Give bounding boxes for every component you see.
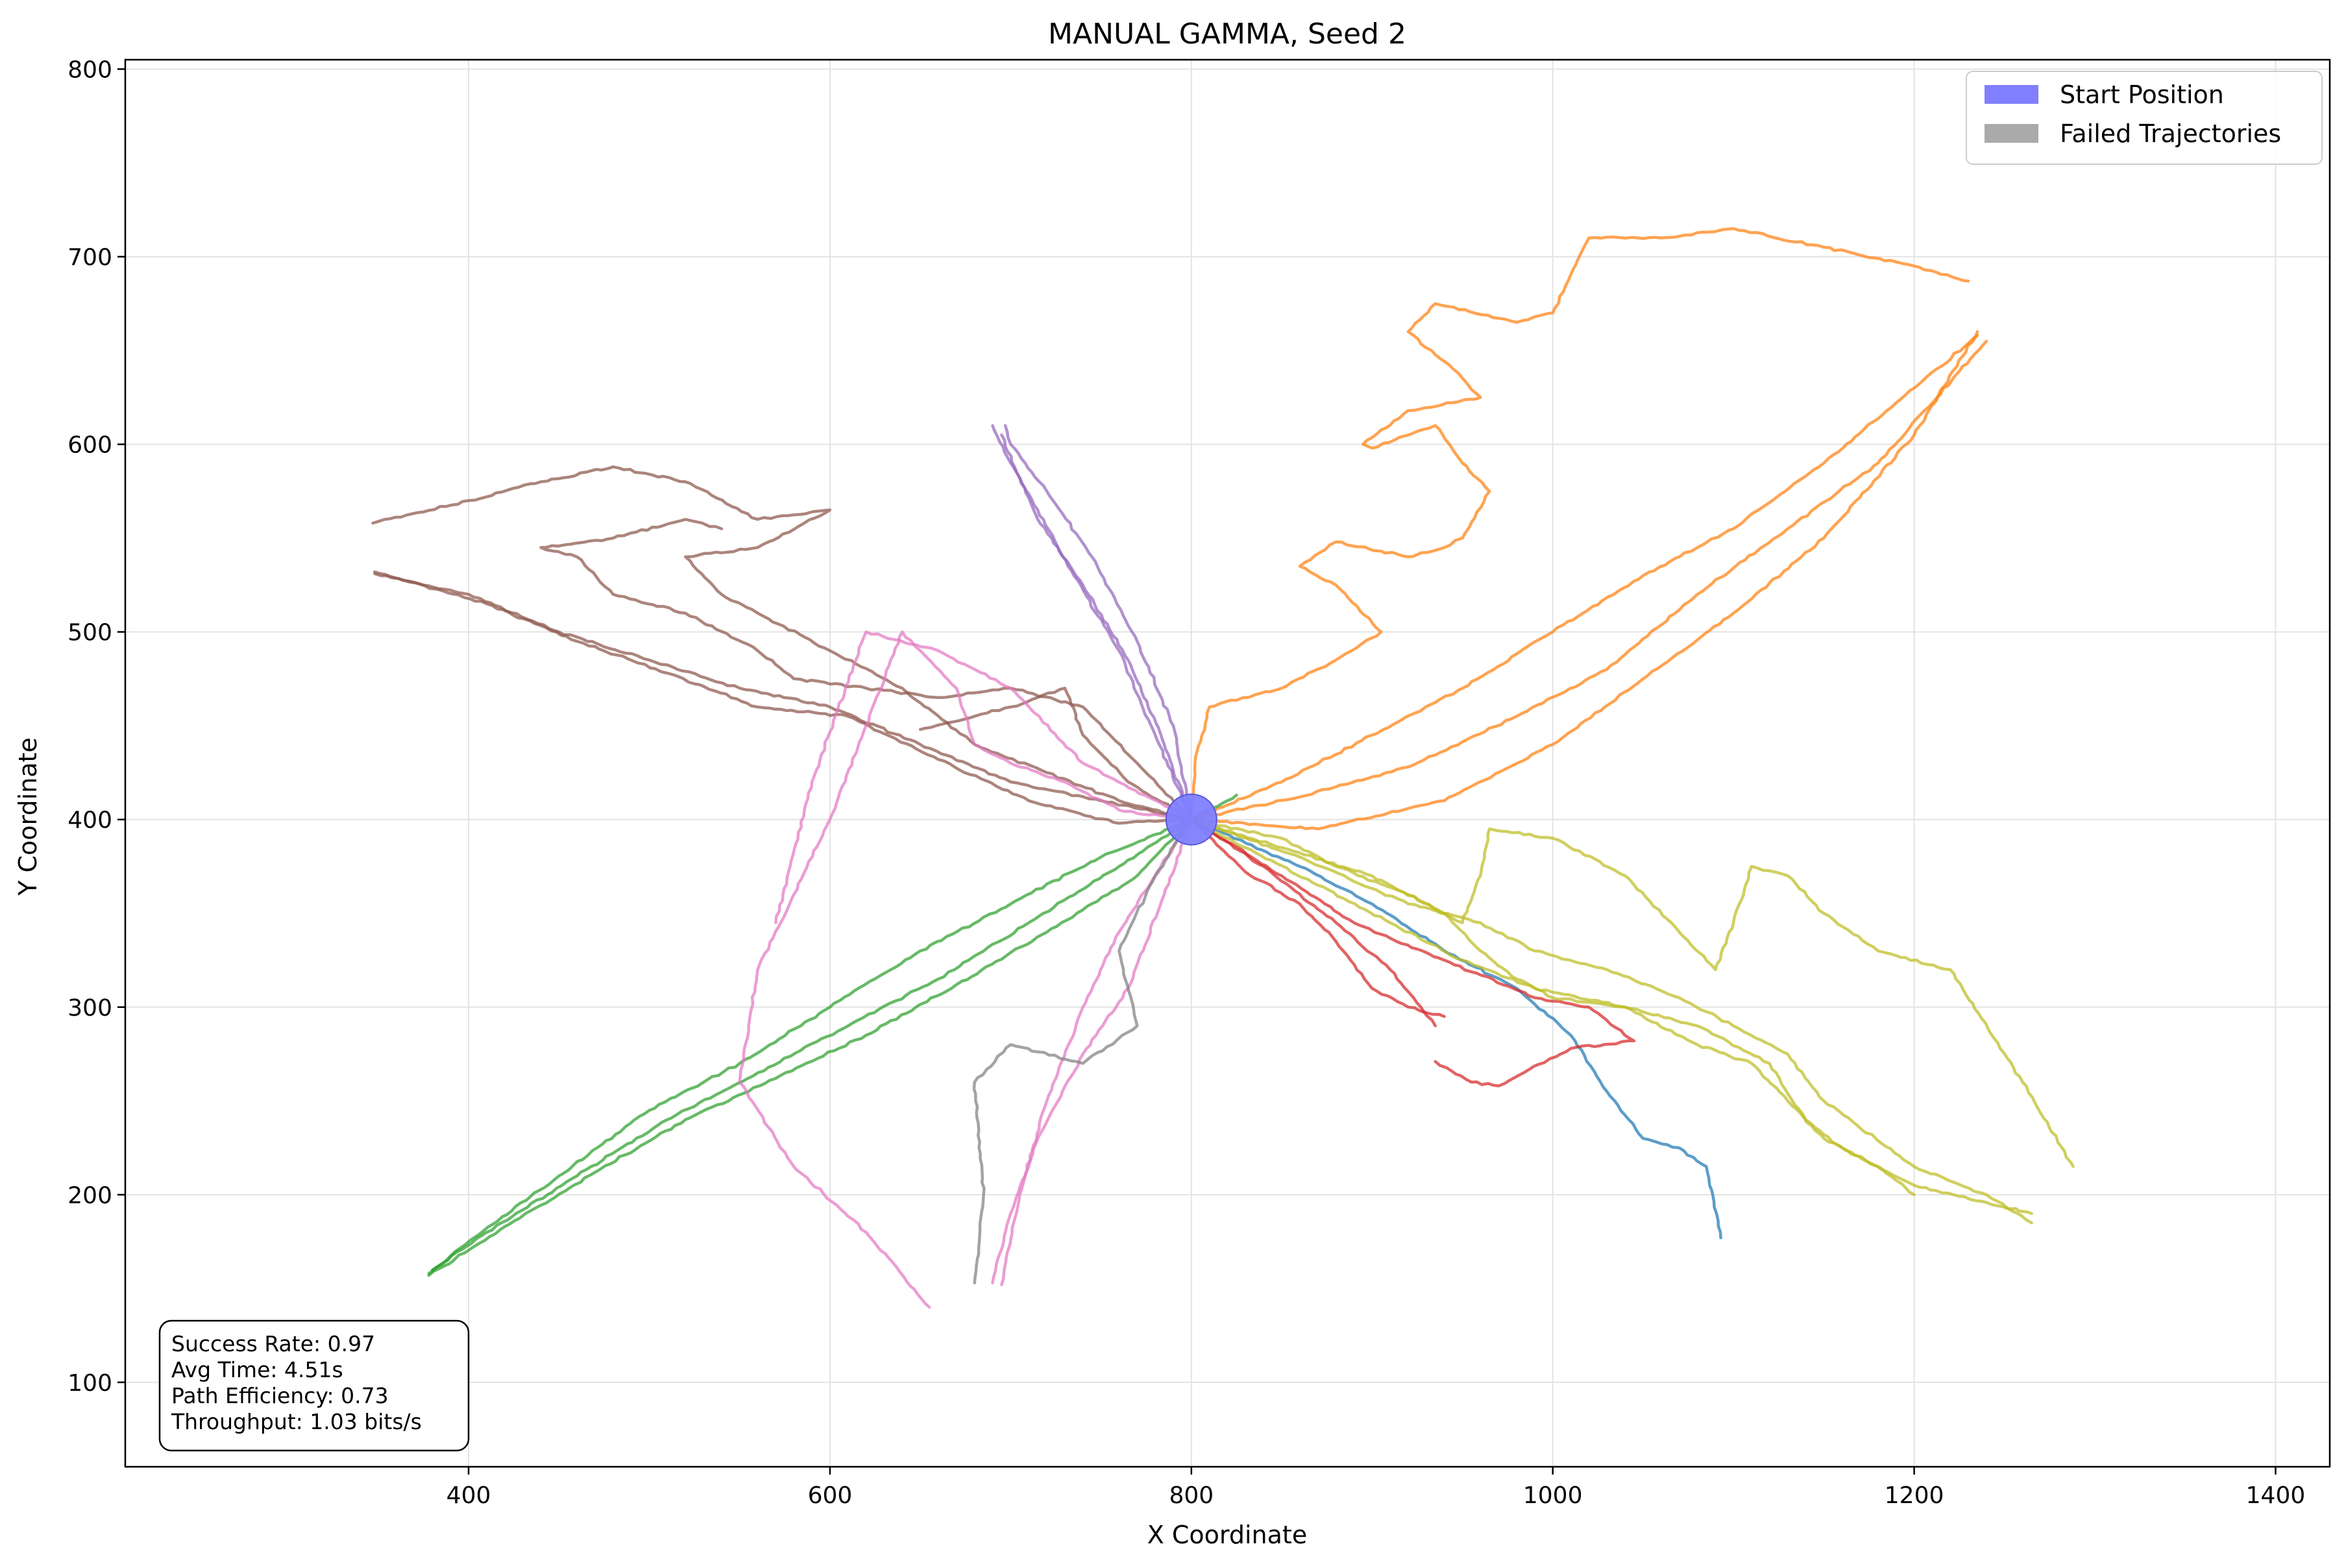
trajectory-line [918,687,1193,821]
legend-swatch-start-position [1985,85,2038,104]
trajectory-line [371,465,1193,821]
x-tick-label: 600 [808,1482,853,1509]
stats-box-frame [158,1319,470,1452]
y-axis-label: Y Coordinate [14,737,42,896]
y-tick-label: 100 [67,1370,112,1397]
legend-box [1966,71,2323,165]
trajectory-line [991,818,1193,1284]
trajectory-line [1190,334,1979,821]
legend-label-failed-trajectories: Failed Trajectories [2060,119,2281,148]
trajectory-line [539,517,1193,821]
y-tick-label: 400 [67,807,112,834]
trajectory-line [774,630,1193,924]
plot-frame [124,58,2331,1468]
axis-ticks: 400 600 800 1000 1200 1400 100 200 300 400 500 600 7… [67,56,2305,1509]
trajectory-line [1190,818,1446,1018]
trajectory-line [1000,818,1193,1286]
legend-label-start-position: Start Position [2060,80,2224,109]
stat-success-rate: Success Rate: 0.97 [171,1331,375,1356]
x-tick-label: 800 [1169,1482,1214,1509]
trajectory-line [1190,818,2033,1216]
y-tick-label: 500 [67,620,112,646]
stat-avg-time: Avg Time: 4.51s [171,1357,343,1382]
x-axis-label: X Coordinate [1147,1521,1307,1549]
x-tick-label: 1200 [1885,1482,1944,1509]
trajectory-line [427,818,1193,1275]
x-tick-label: 400 [446,1482,491,1509]
trajectory-line [373,572,1193,821]
x-tick-label: 1000 [1523,1482,1583,1509]
trajectory-line [1000,433,1193,821]
x-tick-label: 1400 [2246,1482,2306,1509]
chart-title: MANUAL GAMMA, Seed 2 [1048,18,1406,51]
stats-box: Success Rate: 0.97 Avg Time: 4.51s Path … [158,1319,470,1452]
trajectory-line [373,570,1193,825]
trajectory-line [1190,330,1979,831]
trajectory-line [1190,818,1722,1240]
y-tick-label: 600 [67,432,112,459]
stat-path-efficiency: Path Efficiency: 0.73 [171,1383,389,1408]
trajectory-line [1190,818,2033,1225]
trajectory-line [972,818,1193,1284]
y-tick-label: 200 [67,1182,112,1209]
y-tick-label: 300 [67,995,112,1022]
trajectory-line [1190,339,1988,821]
trajectory-line [1190,818,1437,1027]
trajectory-line [1190,818,2075,1168]
y-tick-label: 800 [67,56,112,83]
start-position-group [1165,793,1217,846]
trajectory-lines [371,227,2075,1309]
trajectory-line [1190,818,1636,1088]
stat-throughput: Throughput: 1.03 bits/s [171,1409,422,1434]
trajectory-line [427,818,1193,1277]
legend: Start Position Failed Trajectories [1966,71,2323,165]
grid [125,60,2330,1467]
y-tick-label: 700 [67,245,112,271]
trajectory-line [738,630,1193,1309]
trajectory-line [431,818,1193,1271]
trajectory-line [1190,227,1970,821]
trajectory-line [1003,424,1193,821]
legend-swatch-failed-trajectories [1985,124,2038,143]
start-position-marker [1165,793,1217,846]
